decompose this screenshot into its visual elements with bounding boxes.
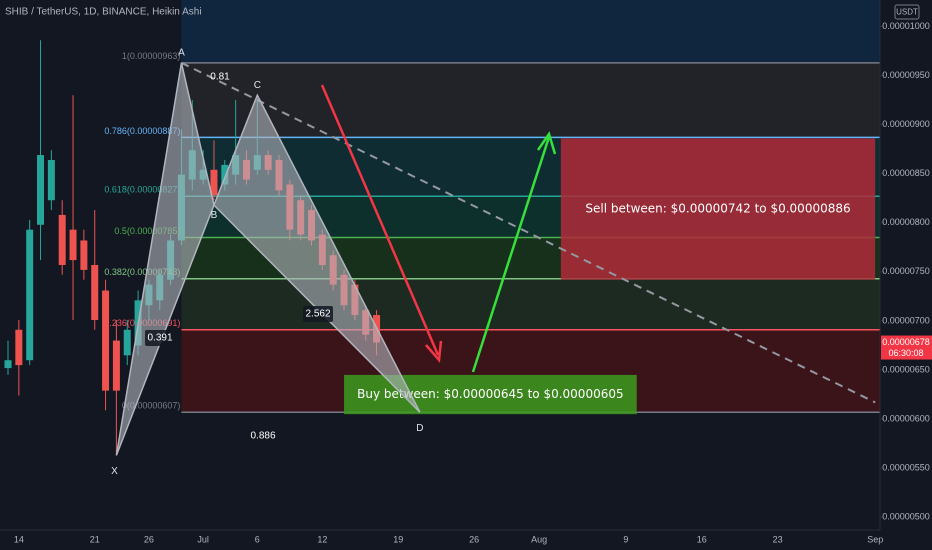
ratio-label: 2.562 xyxy=(305,309,330,320)
down-arrow-head xyxy=(425,340,443,363)
x-tick-label: 26 xyxy=(469,534,479,544)
fib-label: 0(0.00000607) xyxy=(122,401,181,411)
y-tick-label: 0.00000550 xyxy=(882,463,930,473)
candle-body xyxy=(58,214,66,265)
candle-body xyxy=(112,340,120,391)
x-tick-label: Sep xyxy=(867,534,883,544)
candle-body xyxy=(26,229,34,361)
x-tick-label: 12 xyxy=(317,534,327,544)
x-tick-label: 16 xyxy=(697,534,707,544)
pattern-point-label: X xyxy=(111,466,118,477)
x-tick-label: 9 xyxy=(623,534,628,544)
price-zone xyxy=(560,138,876,280)
pattern-point-label: D xyxy=(416,423,423,434)
fib-label: 0.382(0.00000743) xyxy=(104,267,180,277)
candle-body xyxy=(123,329,131,356)
ratio-box xyxy=(303,306,333,322)
fib-label: 0.5(0.00000785) xyxy=(114,226,180,236)
x-tick-label: 6 xyxy=(255,534,260,544)
candle-body xyxy=(221,164,229,185)
trend-line xyxy=(181,61,876,404)
price-axis xyxy=(880,0,932,550)
fib-band xyxy=(181,278,880,330)
fib-label: 0.618(0.00000827) xyxy=(104,185,180,195)
y-tick-label: 0.00001000 xyxy=(882,21,930,31)
pattern-point-label: B xyxy=(211,210,218,221)
candle-body xyxy=(91,265,99,320)
down-arrow xyxy=(320,84,440,356)
y-tick-label: 0.00000750 xyxy=(882,266,930,276)
fib-band xyxy=(181,62,880,138)
y-tick-label: 0.00000850 xyxy=(882,168,930,178)
currency-box xyxy=(894,4,920,20)
zone-label: Sell between: $0.00000742 to $0.00000886 xyxy=(585,202,850,216)
chart-title: SHIB / TetherUS, 1D, BINANCE, Heikin Ash… xyxy=(5,7,202,18)
fib-label: 1(0.00000963) xyxy=(122,51,181,61)
x-tick-label: 14 xyxy=(14,534,24,544)
ratio-label: 0.886 xyxy=(250,431,275,442)
pattern-point-label: C xyxy=(254,80,261,91)
ratio-label: 0.81 xyxy=(210,72,230,83)
candle-body xyxy=(47,159,55,201)
candle-body xyxy=(80,240,88,270)
candle-body xyxy=(4,360,12,369)
x-tick-label: 19 xyxy=(393,534,403,544)
candle-body xyxy=(102,290,110,391)
ratio-box xyxy=(145,330,175,346)
fib-top-fill xyxy=(181,0,880,63)
time-axis xyxy=(0,530,880,550)
y-tick-label: 0.00000950 xyxy=(882,70,930,80)
y-tick-label: 0.00000700 xyxy=(882,315,930,325)
currency: USDT xyxy=(896,8,918,17)
fib-label: 0.786(0.00000887) xyxy=(104,126,180,136)
up-arrow xyxy=(471,136,551,373)
y-tick-label: 0.00000500 xyxy=(882,512,930,522)
zone-label: Buy between: $0.00000645 to $0.00000605 xyxy=(357,387,624,401)
candle-body xyxy=(69,229,77,261)
x-tick-label: 23 xyxy=(773,534,783,544)
ratio-label: 0.391 xyxy=(147,333,172,344)
y-tick-label: 0.00000900 xyxy=(882,119,930,129)
last-price-tag xyxy=(881,335,932,360)
x-tick-label: 26 xyxy=(144,534,154,544)
countdown: 06:30:08 xyxy=(888,348,923,358)
x-tick-label: 21 xyxy=(90,534,100,544)
y-tick-label: 0.00000800 xyxy=(882,217,930,227)
candle-body xyxy=(210,169,218,196)
y-tick-label: 0.00000650 xyxy=(882,364,930,374)
up-arrow-head xyxy=(536,131,557,155)
y-tick-label: 0.00000600 xyxy=(882,413,930,423)
pattern-point-label: A xyxy=(178,47,185,58)
candle-body xyxy=(15,329,23,366)
last-price-label: 0.00000678 xyxy=(882,337,930,347)
x-tick-label: Jul xyxy=(197,534,209,544)
arrows xyxy=(320,84,557,373)
candle-body xyxy=(37,155,45,225)
top-layer: 1(0.00000963) 0.786(0.00000887) 0.618(0.00… xyxy=(104,47,850,477)
x-tick-label: Aug xyxy=(531,534,547,544)
